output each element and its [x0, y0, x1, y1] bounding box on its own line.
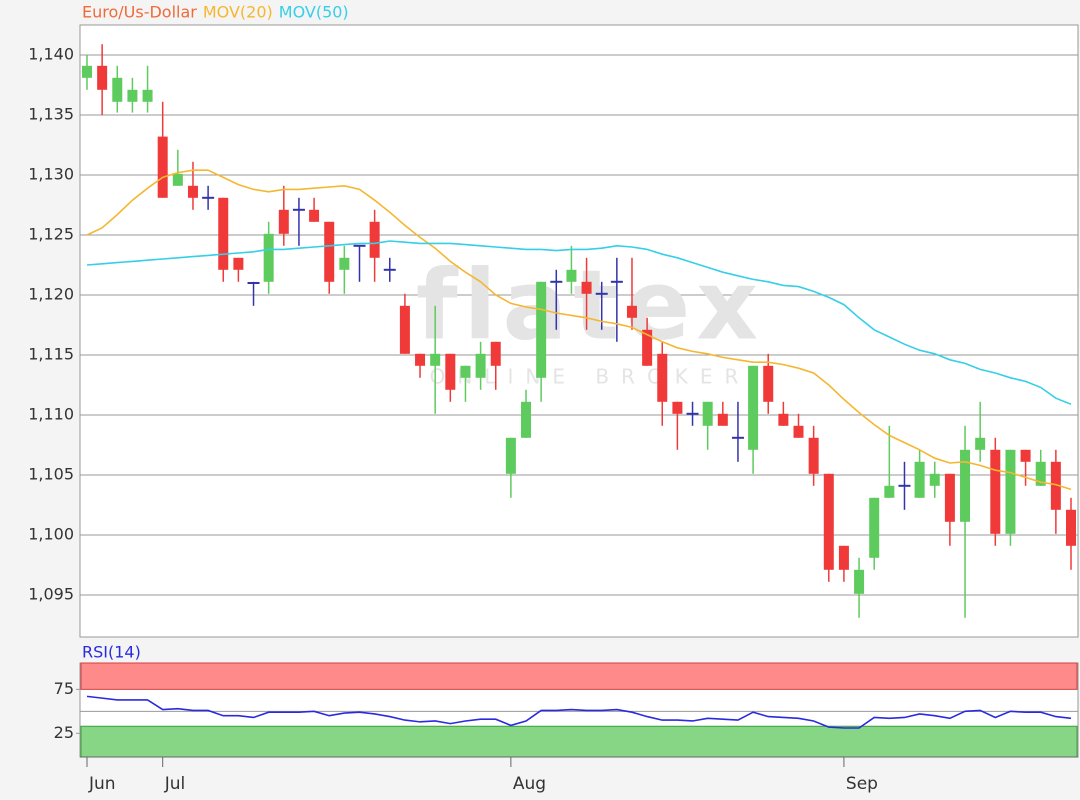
candle-body — [430, 353, 441, 366]
candle-body — [869, 497, 880, 558]
candle-body — [445, 353, 456, 390]
rsi-line — [86, 695, 1072, 729]
candle-body — [415, 353, 426, 366]
candle-body — [82, 65, 92, 78]
candle-body — [490, 341, 501, 366]
candle-body — [1020, 449, 1031, 462]
candle-body — [475, 353, 486, 378]
candle-body — [127, 89, 138, 102]
candle-body — [233, 257, 244, 270]
candle-body — [975, 437, 986, 450]
candle-body — [97, 65, 108, 90]
legend-entry: Euro/Us-Dollar — [82, 3, 197, 22]
y-tick-label: 75 — [54, 679, 74, 698]
candle-body — [914, 461, 925, 498]
candle-body — [642, 329, 653, 366]
candle-body — [717, 413, 728, 426]
candle-body — [339, 257, 350, 270]
candle-body — [324, 221, 335, 282]
candle-body — [369, 221, 380, 258]
x-tick-label: Jun — [88, 774, 116, 794]
candle-body — [505, 437, 516, 474]
y-tick-label: 1,115 — [28, 345, 74, 364]
y-tick-label: 1,130 — [28, 165, 74, 184]
candle-body — [581, 281, 592, 294]
candle-body — [536, 281, 547, 378]
candle-body — [309, 209, 320, 222]
x-tick-label: Jul — [164, 774, 186, 794]
candle-body — [990, 449, 1001, 534]
candle-body — [1035, 461, 1046, 486]
moving-average-line — [86, 169, 1072, 491]
x-tick-label: Aug — [513, 774, 546, 794]
y-tick-label: 1,120 — [28, 285, 74, 304]
candle-body — [702, 401, 713, 426]
y-tick-label: 1,110 — [28, 405, 74, 424]
candle-body — [278, 209, 289, 234]
candle-body — [172, 173, 183, 186]
candle-body — [460, 365, 471, 378]
candle-body — [808, 437, 819, 474]
y-tick-label: 1,100 — [28, 525, 74, 544]
y-tick-label: 1,135 — [28, 105, 74, 124]
candle-body — [187, 185, 198, 198]
rsi-band — [80, 725, 1078, 758]
candle-body — [399, 305, 410, 354]
candle-body — [142, 89, 153, 102]
candle-body — [884, 485, 895, 498]
candle-body — [748, 365, 759, 450]
candle-body — [763, 365, 774, 402]
candle-body — [944, 473, 955, 522]
candle-body — [823, 473, 834, 570]
legend-entry: MOV(50) — [279, 3, 349, 22]
x-tick-label: Sep — [846, 774, 878, 794]
candle-body — [838, 545, 849, 570]
candle-body — [1066, 509, 1076, 546]
y-tick-label: 1,125 — [28, 225, 74, 244]
candle-body — [521, 401, 532, 438]
candle-body — [793, 425, 804, 438]
y-tick-label: 25 — [54, 723, 74, 742]
candle-body — [657, 353, 668, 402]
y-tick-label: 1,095 — [28, 585, 74, 604]
candle-body — [112, 77, 123, 102]
candle-body — [854, 569, 865, 594]
candle-body — [626, 305, 637, 318]
candle-body — [1005, 449, 1016, 534]
candle-body — [778, 413, 789, 426]
watermark-logo: flatex — [416, 249, 764, 361]
candle-body — [929, 473, 940, 486]
rsi-label: RSI(14) — [82, 643, 141, 662]
candle-body — [566, 269, 577, 282]
candle-body — [263, 233, 274, 282]
rsi-band — [80, 662, 1078, 690]
candle-body — [960, 449, 971, 522]
candle-body — [157, 136, 168, 198]
candle-body — [1050, 461, 1061, 510]
y-tick-label: 1,140 — [28, 45, 74, 64]
candle-body — [218, 197, 229, 270]
y-tick-label: 1,105 — [28, 465, 74, 484]
legend-entry: MOV(20) — [203, 3, 273, 22]
candle-body — [672, 401, 683, 414]
moving-average-line — [86, 240, 1072, 405]
